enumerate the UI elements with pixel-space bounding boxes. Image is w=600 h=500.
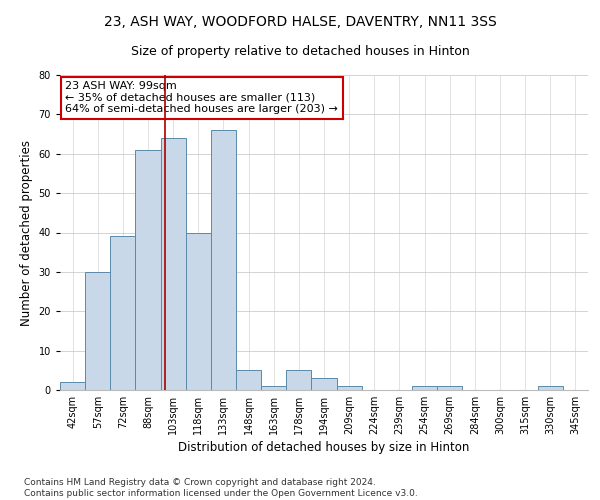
Bar — [236, 370, 261, 390]
Bar — [337, 386, 362, 390]
Bar — [211, 130, 236, 390]
Y-axis label: Number of detached properties: Number of detached properties — [20, 140, 33, 326]
Text: 23 ASH WAY: 99sqm
← 35% of detached houses are smaller (113)
64% of semi-detache: 23 ASH WAY: 99sqm ← 35% of detached hous… — [65, 82, 338, 114]
Bar — [538, 386, 563, 390]
Text: 23, ASH WAY, WOODFORD HALSE, DAVENTRY, NN11 3SS: 23, ASH WAY, WOODFORD HALSE, DAVENTRY, N… — [104, 15, 496, 29]
Bar — [186, 232, 211, 390]
Bar — [286, 370, 311, 390]
Bar — [437, 386, 462, 390]
Bar — [60, 382, 85, 390]
Bar — [85, 272, 110, 390]
X-axis label: Distribution of detached houses by size in Hinton: Distribution of detached houses by size … — [178, 441, 470, 454]
Text: Contains HM Land Registry data © Crown copyright and database right 2024.
Contai: Contains HM Land Registry data © Crown c… — [24, 478, 418, 498]
Bar — [311, 378, 337, 390]
Bar — [161, 138, 186, 390]
Bar — [261, 386, 286, 390]
Bar — [136, 150, 161, 390]
Text: Size of property relative to detached houses in Hinton: Size of property relative to detached ho… — [131, 45, 469, 58]
Bar — [110, 236, 136, 390]
Bar — [412, 386, 437, 390]
